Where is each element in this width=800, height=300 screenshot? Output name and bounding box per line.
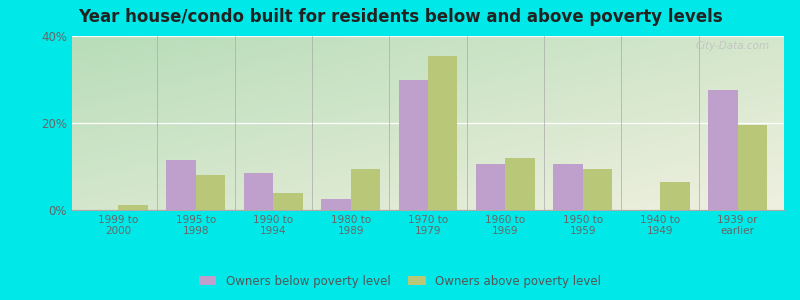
Bar <box>350 169 380 210</box>
Bar <box>322 199 350 210</box>
Bar <box>118 205 148 210</box>
Bar <box>660 182 690 210</box>
Legend: Owners below poverty level, Owners above poverty level: Owners below poverty level, Owners above… <box>195 271 605 291</box>
Bar <box>506 158 535 210</box>
Bar <box>244 173 274 210</box>
Bar <box>166 160 196 210</box>
Bar <box>582 169 612 210</box>
Bar <box>738 125 767 210</box>
Bar <box>196 175 226 210</box>
Text: Year house/condo built for residents below and above poverty levels: Year house/condo built for residents bel… <box>78 8 722 26</box>
Bar <box>398 80 428 210</box>
Text: City-Data.com: City-Data.com <box>696 41 770 51</box>
Bar <box>708 90 738 210</box>
Bar <box>274 193 302 210</box>
Bar <box>554 164 582 210</box>
Bar <box>428 56 458 210</box>
Bar <box>476 164 506 210</box>
